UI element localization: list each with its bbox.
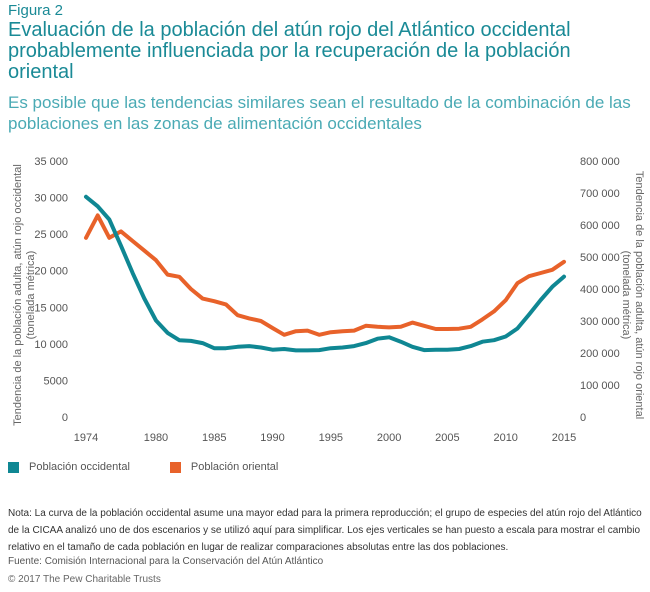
figure-label: Figura 2 — [8, 2, 64, 19]
x-tick-label: 1974 — [74, 432, 98, 444]
right-tick-label: 200 000 — [580, 348, 620, 360]
x-axis: 1974 1980 1985 1990 1995 2000 2005 2010 2015 — [74, 432, 576, 444]
legend-swatch-occidental — [8, 461, 19, 473]
left-axis-title: Tendencia de la población adulta, atún r… — [12, 164, 37, 426]
right-axis-title: Tendencia de la población adulta, atún r… — [620, 171, 645, 419]
left-axis: 0 5000 10 000 15 000 20 000 25 000 30 000 35 00… — [34, 156, 68, 424]
legend-swatch-oriental — [169, 461, 181, 473]
chart-legend: Población occidental Población oriental — [8, 461, 278, 473]
x-tick-label: 2005 — [435, 432, 459, 444]
x-tick-label: 1990 — [260, 432, 284, 444]
x-tick-label: 2010 — [493, 432, 517, 444]
x-tick-label: 1995 — [319, 432, 343, 444]
series-line-oriental — [84, 213, 566, 337]
left-tick-label: 5000 — [44, 375, 68, 387]
left-tick-label: 25 000 — [34, 229, 68, 241]
left-tick-label: 15 000 — [34, 302, 68, 314]
legend-item-occidental: Población occidental — [8, 461, 130, 473]
right-axis: 0 100 000 200 000 300 000 400 000 500 000 600 … — [580, 156, 620, 424]
right-tick-label: 600 000 — [580, 220, 620, 232]
right-tick-label: 400 000 — [580, 284, 620, 296]
chart-title: Evaluación de la población del atún rojo… — [8, 19, 571, 83]
legend-item-oriental: Población oriental — [169, 461, 279, 473]
right-tick-label: 0 — [580, 412, 586, 424]
line-chart: 0 5000 10 000 15 000 20 000 25 000 30 000 35 00… — [12, 156, 645, 444]
x-tick-label: 1985 — [202, 432, 226, 444]
x-tick-label: 2015 — [552, 432, 576, 444]
right-tick-label: 800 000 — [580, 156, 620, 168]
left-tick-label: 30 000 — [34, 193, 68, 205]
right-tick-label: 700 000 — [580, 188, 620, 200]
series-layer — [84, 194, 566, 353]
legend-label-occidental: Población occidental — [29, 461, 130, 473]
chart-subtitle: Es posible que las tendencias similares … — [8, 93, 631, 133]
left-tick-label: 0 — [62, 412, 68, 424]
series-line-occidental — [84, 194, 566, 353]
legend-label-oriental: Población oriental — [190, 461, 279, 473]
left-tick-label: 10 000 — [34, 339, 68, 351]
right-tick-label: 500 000 — [580, 252, 620, 264]
right-tick-label: 100 000 — [580, 380, 620, 392]
chart-note: Nota: La curva de la población occidenta… — [8, 508, 642, 553]
right-tick-label: 300 000 — [580, 316, 620, 328]
chart-source: Fuente: Comisión Internacional para la C… — [8, 556, 324, 567]
copyright: © 2017 The Pew Charitable Trusts — [8, 574, 161, 585]
x-tick-label: 2000 — [377, 432, 401, 444]
left-tick-label: 35 000 — [34, 156, 68, 168]
x-tick-label: 1980 — [144, 432, 168, 444]
left-tick-label: 20 000 — [34, 266, 68, 278]
